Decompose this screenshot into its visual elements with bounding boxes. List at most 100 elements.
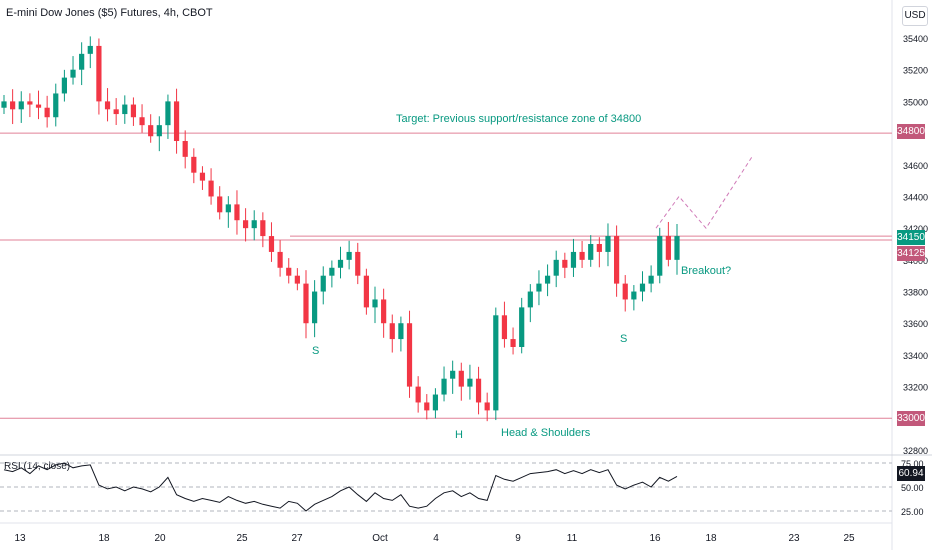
y-tick-label: 35000 xyxy=(903,97,928,107)
y-tick-label: 34400 xyxy=(903,192,928,202)
currency-button[interactable]: USD xyxy=(902,6,928,26)
x-tick-label: 4 xyxy=(433,533,439,544)
candle-body xyxy=(286,267,292,276)
candle-body xyxy=(493,315,499,411)
candle-body xyxy=(415,386,421,403)
x-tick-label: 20 xyxy=(154,533,166,544)
candle-body xyxy=(148,125,154,137)
candle-body xyxy=(303,283,309,324)
right-shoulder-label: S xyxy=(620,333,628,345)
candle-body xyxy=(130,104,137,118)
candle-body xyxy=(79,53,85,70)
candle-body xyxy=(96,45,102,102)
candle-body xyxy=(139,117,145,126)
candle-body xyxy=(312,291,318,324)
candle-body xyxy=(398,323,404,340)
candle-body xyxy=(372,299,378,308)
candle-body xyxy=(631,291,637,300)
candle-body xyxy=(501,315,508,340)
candle-body xyxy=(657,236,663,276)
candle-body xyxy=(70,69,76,78)
candle-body xyxy=(156,125,162,137)
candle-body xyxy=(277,251,283,268)
candle-body xyxy=(165,101,171,126)
projection-path xyxy=(655,156,753,229)
candle-body xyxy=(674,236,680,260)
y-tick-label: 33400 xyxy=(903,351,928,361)
candle-body xyxy=(441,378,447,395)
candle-body xyxy=(61,77,67,94)
candle-body xyxy=(536,283,542,292)
candle-body xyxy=(104,101,111,110)
candle-body xyxy=(191,156,197,173)
candle-body xyxy=(260,220,266,237)
y-tick-label: 33200 xyxy=(903,383,928,393)
candle-body xyxy=(579,251,585,260)
candle-body xyxy=(87,45,93,54)
candle-body xyxy=(484,402,490,411)
y-tick-label: 35200 xyxy=(903,66,928,76)
x-tick-label: 25 xyxy=(236,533,248,544)
candle-body xyxy=(10,101,16,110)
level-tag-34125: 34125 xyxy=(897,246,925,261)
y-tick-label: 33600 xyxy=(903,319,928,329)
x-tick-label: 13 xyxy=(14,533,26,544)
candle-body xyxy=(475,378,482,403)
candle-body xyxy=(450,370,456,379)
candle-body xyxy=(562,259,568,268)
x-tick-label: 16 xyxy=(649,533,661,544)
candle-body xyxy=(294,275,300,284)
x-tick-label: 23 xyxy=(788,533,800,544)
candle-body xyxy=(622,283,628,300)
candle-body xyxy=(614,236,620,284)
x-tick-label: 11 xyxy=(567,533,578,544)
candle-body xyxy=(665,236,671,260)
rsi-label: RSI (14, close) xyxy=(4,461,71,472)
rsi-level-label: 75.00 xyxy=(901,459,924,469)
candle-body xyxy=(217,196,223,213)
candle-body xyxy=(182,141,188,157)
candle-body xyxy=(553,259,559,276)
candle-body xyxy=(251,220,257,229)
candle-body xyxy=(544,275,551,284)
candle-body xyxy=(519,307,525,347)
candle-body xyxy=(596,244,602,252)
level-tag-34800: 34800 xyxy=(897,124,925,139)
candle-body xyxy=(355,251,361,276)
candle-body xyxy=(363,275,369,308)
x-tick-label: 18 xyxy=(705,533,717,544)
x-tick-label: 18 xyxy=(98,533,110,544)
candle-body xyxy=(173,101,180,141)
candle-body xyxy=(44,107,50,118)
candle-body xyxy=(467,378,473,387)
left-shoulder-label: S xyxy=(312,345,320,357)
candle-body xyxy=(225,204,231,213)
candle-body xyxy=(648,275,654,284)
candle-body xyxy=(458,370,464,387)
y-tick-label: 34600 xyxy=(903,161,928,171)
candle-body xyxy=(337,259,344,268)
candle-body xyxy=(199,172,206,181)
candle-body xyxy=(242,220,249,229)
candle-body xyxy=(320,275,326,292)
candle-body xyxy=(268,236,275,252)
candle-body xyxy=(122,104,128,115)
breakout-label: Breakout? xyxy=(681,265,732,277)
candle-body xyxy=(406,323,413,387)
candle-body xyxy=(1,101,7,108)
candle-body xyxy=(113,109,119,115)
candle-body xyxy=(605,236,611,252)
rsi-line xyxy=(3,462,678,512)
pattern-label: Head & Shoulders xyxy=(501,427,591,439)
x-tick-label: 9 xyxy=(515,533,521,544)
candle-body xyxy=(510,339,516,347)
rsi-level-label: 25.00 xyxy=(901,507,924,517)
candle-body xyxy=(432,394,439,411)
head-label: H xyxy=(455,429,463,441)
rsi-current-tag: 60.94 xyxy=(897,466,925,481)
candle-body xyxy=(329,267,335,276)
x-tick-label: 25 xyxy=(843,533,855,544)
level-tag-34150: 34150 xyxy=(897,230,925,245)
candle-body xyxy=(27,101,33,105)
